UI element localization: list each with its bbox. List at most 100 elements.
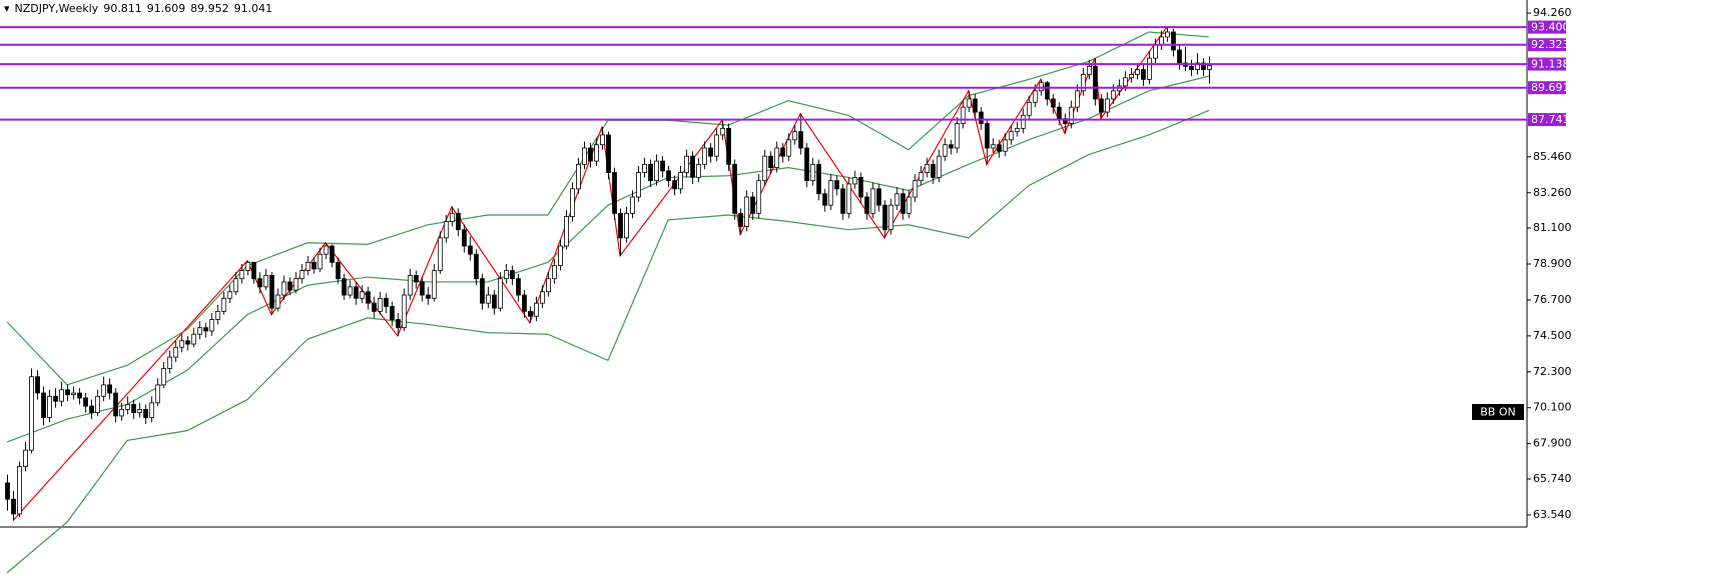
candle-body [726, 128, 732, 165]
candle-body [876, 188, 882, 206]
candle-body [864, 196, 870, 214]
level-label: 89.691 [1531, 81, 1570, 94]
candle-body [702, 147, 708, 165]
candle-body [479, 278, 485, 304]
candle-body [990, 144, 996, 149]
candle-body [341, 278, 347, 296]
candle-body [89, 405, 95, 414]
candle-body [449, 212, 455, 222]
candle-body [720, 128, 726, 136]
candle-body [1153, 44, 1158, 59]
candle-body [654, 160, 659, 182]
candle-body [1080, 74, 1086, 92]
candle-body [161, 368, 167, 386]
candle-body [846, 183, 852, 214]
candle-body [570, 188, 575, 218]
candle-body [167, 356, 173, 369]
band-lower [6, 109, 1210, 574]
candle-body [305, 261, 311, 271]
level-tag [1528, 38, 1566, 52]
candle-body [738, 212, 744, 227]
candle-body [576, 163, 581, 190]
candle-body [642, 163, 647, 173]
candle-body [407, 275, 413, 296]
candle-body [636, 172, 641, 198]
candle-body [65, 389, 70, 396]
candle-body [870, 188, 876, 214]
candle-body [948, 144, 954, 149]
levels: 93.400 92.323 91.138 89.691 87.741 [0, 20, 1570, 127]
candle-body [437, 237, 443, 271]
candle-body [750, 196, 756, 214]
candle-body [612, 172, 617, 214]
candle-body [1050, 98, 1056, 108]
candle-body [972, 98, 978, 113]
candle-body [5, 482, 10, 500]
candle-body [672, 180, 678, 190]
candle-body [852, 177, 858, 185]
annotation-box [1472, 404, 1524, 420]
candle-body [996, 144, 1002, 152]
candle-body [359, 291, 365, 299]
level-label: 93.400 [1531, 21, 1570, 34]
price-axis: 94.260 85.460 83.260 81.100 78.900 76.700 74.5… [1527, 6, 1572, 521]
candle-body [1014, 128, 1020, 133]
candle-body [1201, 62, 1206, 70]
candle-body [221, 297, 227, 312]
candle-body [95, 395, 101, 414]
candle-body [1189, 65, 1194, 70]
candle-body [858, 177, 864, 198]
candle-body [503, 270, 509, 280]
candle-body [323, 245, 329, 255]
header-value: 91.041 [233, 2, 273, 15]
candle-body [708, 147, 714, 157]
y-tick-label: 72.300 [1533, 365, 1572, 378]
symbol-title: NZDJPY,Weekly [14, 2, 99, 15]
candle-body [810, 163, 816, 182]
candle-body [443, 221, 449, 239]
header: ▾ NZDJPY,Weekly 90.811 91.609 89.952 91.041 [4, 2, 277, 15]
candle-body [251, 261, 257, 280]
candles [5, 27, 1212, 521]
candle-body [473, 253, 479, 280]
level-tag [1528, 81, 1566, 95]
candle-body [600, 134, 605, 146]
candle-body [1104, 98, 1110, 113]
candle-body [564, 216, 569, 247]
candle-body [527, 310, 533, 317]
y-tick-label: 76.700 [1533, 293, 1572, 306]
candle-body [383, 297, 389, 307]
level-tag [1528, 113, 1566, 127]
candle-body [299, 270, 305, 280]
candle-body [227, 291, 233, 299]
candle-body [53, 395, 58, 402]
candle-body [347, 286, 353, 296]
candle-body [497, 278, 503, 309]
candle-body [155, 384, 161, 404]
level-label: 87.741 [1531, 113, 1570, 126]
candle-body [197, 327, 203, 335]
candle-body [1056, 106, 1062, 119]
candle-body [954, 123, 960, 149]
candle-body [185, 340, 191, 345]
candle-body [461, 229, 467, 247]
candle-body [546, 278, 551, 293]
candle-body [1098, 98, 1104, 113]
candle-body [882, 204, 888, 231]
candle-body [768, 155, 774, 169]
y-tick-label: 65.740 [1533, 472, 1572, 485]
candle-body [756, 180, 762, 214]
candle-body [401, 294, 407, 329]
candle-body [245, 261, 251, 271]
candle-body [912, 180, 918, 198]
candle-body [1171, 31, 1176, 51]
candle-body [606, 134, 611, 173]
candle-body [59, 389, 64, 402]
candle-body [1134, 69, 1140, 75]
candle-body [1140, 69, 1146, 80]
candle-body [1068, 106, 1074, 124]
candle-body [287, 281, 293, 291]
y-tick-label: 78.900 [1533, 257, 1572, 270]
candle-body [684, 155, 690, 173]
